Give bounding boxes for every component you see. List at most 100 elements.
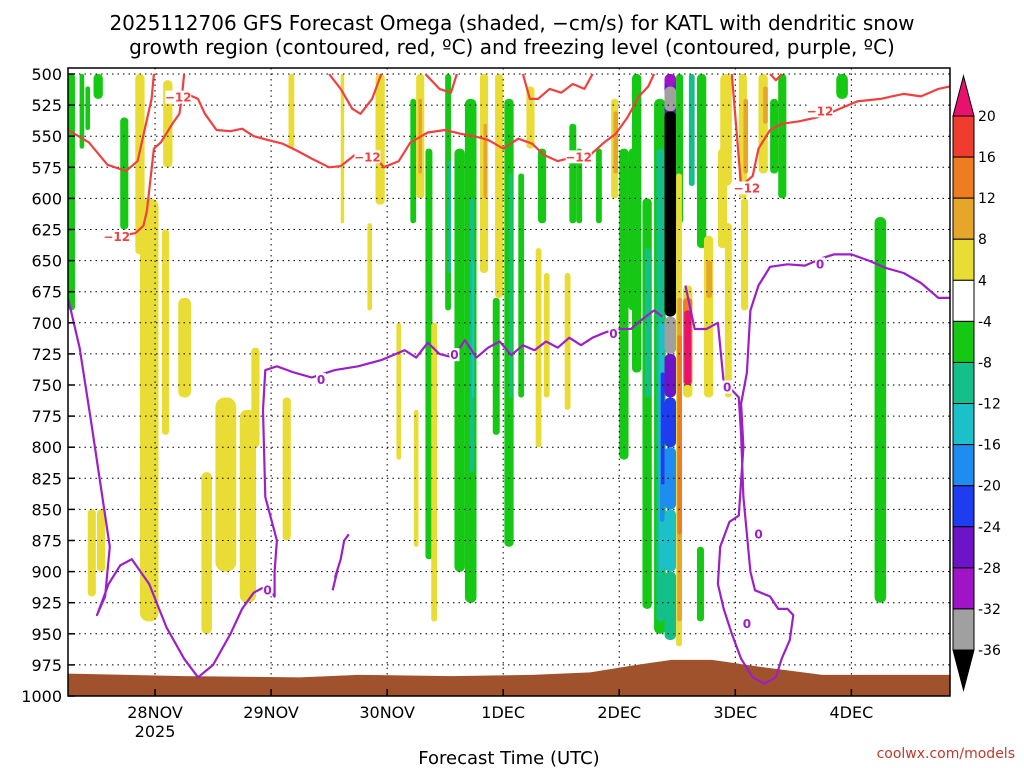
y-tick-label: 650 xyxy=(31,252,62,271)
y-tick-label: 575 xyxy=(31,158,62,177)
omega-shade-cell xyxy=(492,297,500,435)
omega-shade-cell xyxy=(619,148,629,460)
omega-shade-cell xyxy=(778,74,787,199)
chart-title-line2: growth region (contoured, red, ºC) and f… xyxy=(129,35,895,59)
omega-shade-cell xyxy=(664,447,677,510)
colorbar-bottom-arrow xyxy=(952,649,975,692)
x-tick-label: 30NOV xyxy=(359,703,415,722)
omega-shade-cell xyxy=(282,397,291,541)
x-tick-sublabel: 2025 xyxy=(135,722,176,741)
omega-shade-cell xyxy=(495,74,504,298)
omega-shade-cell xyxy=(664,509,677,572)
colorbar-bin xyxy=(952,526,975,569)
contour-label: 0 xyxy=(743,617,751,631)
omega-shade-cell xyxy=(68,74,75,311)
y-tick-label: 775 xyxy=(31,407,62,426)
contour-line xyxy=(328,73,383,115)
chart-title-line1: 2025112706 GFS Forecast Omega (shaded, −… xyxy=(109,11,914,35)
omega-shade-cell xyxy=(201,472,212,634)
y-tick-label: 1000 xyxy=(21,687,62,706)
colorbar-bin xyxy=(952,156,975,199)
x-tick-label: 1DEC xyxy=(481,703,525,722)
contour-layer: −12 −12 −12 −12 −12 −12 0 0 0 0 0 0 0 0 xyxy=(68,73,950,685)
omega-shade-cell xyxy=(770,98,779,174)
contour-label-bg xyxy=(722,380,733,394)
contour-line xyxy=(331,571,339,591)
contour-label-bg xyxy=(753,527,764,541)
omega-shade-cell xyxy=(661,372,665,485)
colorbar-label: -16 xyxy=(978,438,1001,454)
x-tick-label: 3DEC xyxy=(713,703,757,722)
y-tick-label: 975 xyxy=(31,656,62,675)
y-axis: 500 525 550 575 600 625 650 675 700 725 750 775 800 8… xyxy=(21,65,75,706)
colorbar-label: -8 xyxy=(978,355,992,371)
colorbar-label: 4 xyxy=(978,273,987,289)
contour-line xyxy=(120,73,186,237)
contour-line xyxy=(521,73,594,100)
contour-label-bg xyxy=(315,373,326,387)
y-tick-label: 600 xyxy=(31,189,62,208)
omega-shade-cell xyxy=(93,74,103,99)
colorbar-label: 20 xyxy=(978,109,996,125)
colorbar-bin xyxy=(952,320,975,363)
omega-shade-cell xyxy=(664,86,677,112)
omega-shade-cell xyxy=(664,111,677,317)
contour-label-bg xyxy=(354,150,381,164)
contour-label: 0 xyxy=(723,380,731,394)
colorbar-bin xyxy=(952,279,975,322)
contour-label: −12 xyxy=(165,91,192,105)
omega-shade-cell xyxy=(239,409,257,603)
omega-shade-cell xyxy=(664,397,677,448)
omega-shade-cell xyxy=(215,397,237,572)
y-tick-label: 625 xyxy=(31,221,62,240)
omega-shade-cell xyxy=(596,148,602,224)
omega-shade-cell xyxy=(410,98,417,224)
colorbar-bin xyxy=(952,567,975,610)
omega-shade-cell xyxy=(684,310,692,385)
omega-shade-cell xyxy=(564,273,571,410)
contour-line xyxy=(730,73,950,188)
omega-shade-cell xyxy=(526,86,535,149)
credit-text: coolwx.com/models xyxy=(877,746,1015,762)
contour-line xyxy=(183,73,656,169)
omega-shade-cell xyxy=(454,148,465,572)
omega-shade-cell xyxy=(664,316,677,354)
omega-shade-cell xyxy=(664,571,677,641)
omega-shade-cell xyxy=(87,509,96,597)
colorbar-label: -12 xyxy=(978,397,1001,413)
colorbar-label: -28 xyxy=(978,561,1001,577)
omega-shade-cell xyxy=(288,74,295,149)
colorbar-bin xyxy=(952,403,975,446)
contour-label-bg xyxy=(741,616,752,630)
colorbar-bin xyxy=(952,444,975,487)
contour-line xyxy=(68,73,155,173)
colorbar-bin xyxy=(952,197,975,240)
contour-label-bg xyxy=(449,348,460,362)
contour-label-bg xyxy=(815,257,826,271)
contour-label-bg xyxy=(103,229,130,243)
contour-label: −12 xyxy=(807,104,834,118)
contour-label: 0 xyxy=(263,583,271,597)
omega-shade-cell xyxy=(85,86,91,130)
contour-line xyxy=(333,533,350,579)
dendritic-contour-series: −12 −12 −12 −12 −12 −12 xyxy=(68,73,950,244)
y-tick-label: 525 xyxy=(31,96,62,115)
omega-shade-cell xyxy=(538,148,547,224)
omega-shading-layer xyxy=(68,74,887,647)
contour-label: 0 xyxy=(450,348,458,362)
plot-frame xyxy=(67,67,951,697)
colorbar-label: 8 xyxy=(978,232,987,248)
omega-shade-cell xyxy=(79,74,85,149)
y-tick-label: 550 xyxy=(31,127,62,146)
colorbar-label: -24 xyxy=(978,520,1001,536)
colorbar-label: 16 xyxy=(978,150,996,166)
omega-shade-cell xyxy=(688,74,695,186)
x-tick-label: 28NOV xyxy=(127,703,183,722)
omega-shade-cell xyxy=(340,74,345,224)
contour-line xyxy=(68,297,663,679)
omega-shade-cell xyxy=(677,335,682,535)
contour-label-bg xyxy=(608,326,619,340)
colorbar-label: -36 xyxy=(978,643,1001,659)
